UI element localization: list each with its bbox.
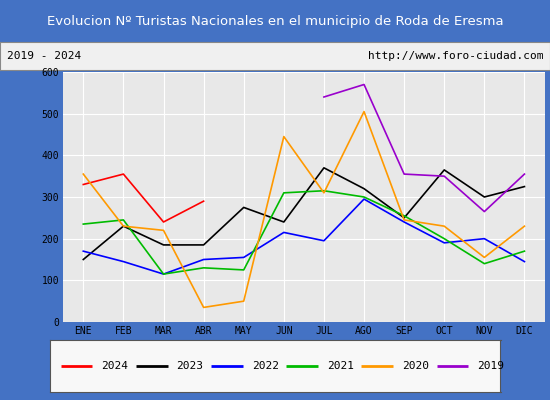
Text: 2022: 2022	[252, 361, 279, 371]
Text: 2019: 2019	[477, 361, 504, 371]
Text: 2019 - 2024: 2019 - 2024	[7, 51, 81, 61]
Text: 2023: 2023	[177, 361, 204, 371]
Text: 2020: 2020	[402, 361, 429, 371]
Text: 2021: 2021	[327, 361, 354, 371]
Text: http://www.foro-ciudad.com: http://www.foro-ciudad.com	[368, 51, 543, 61]
Text: 2024: 2024	[101, 361, 128, 371]
Text: Evolucion Nº Turistas Nacionales en el municipio de Roda de Eresma: Evolucion Nº Turistas Nacionales en el m…	[47, 14, 503, 28]
